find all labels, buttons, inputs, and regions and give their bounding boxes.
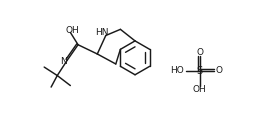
Text: O: O [215,66,222,75]
Text: OH: OH [65,26,79,35]
Text: HO: HO [170,66,184,75]
Text: N: N [60,57,67,66]
Text: O: O [196,48,203,57]
Text: OH: OH [193,85,207,94]
Text: S: S [197,66,203,76]
Text: HN: HN [95,28,109,37]
